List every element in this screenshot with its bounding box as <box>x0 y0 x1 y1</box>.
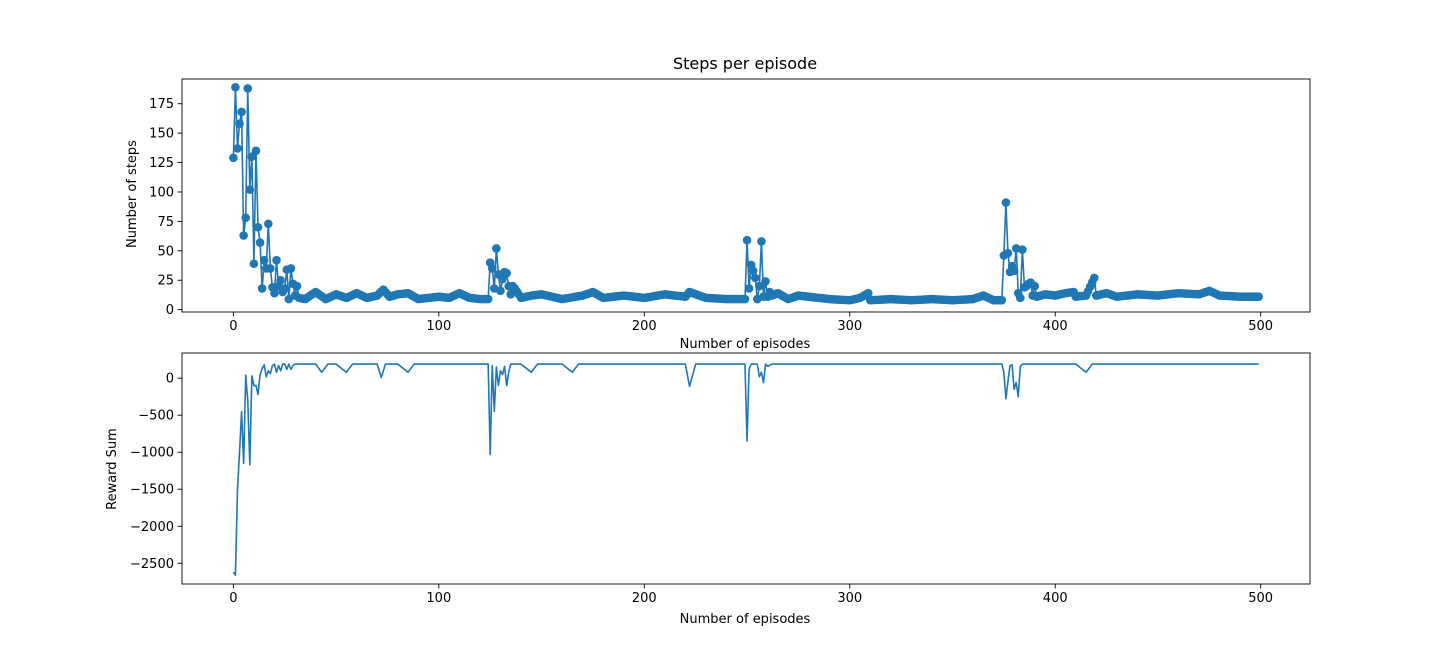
steps-point <box>251 146 261 156</box>
reward-y-tick-label: −2500 <box>130 557 174 572</box>
steps-point <box>496 286 505 296</box>
steps-point <box>270 288 279 298</box>
steps-point <box>239 231 248 240</box>
steps-x-tick-label: 400 <box>1043 319 1068 334</box>
steps-point <box>1018 245 1027 254</box>
reward-y-tick-label: −1000 <box>130 446 174 461</box>
steps-chart: Steps per episode 0 100 200 300 400 500 0 25 50 7… <box>125 54 1311 352</box>
steps-x-tick-label: 300 <box>837 319 862 334</box>
steps-point <box>276 275 285 285</box>
steps-plot-area <box>229 82 1263 305</box>
reward-y-tick-label: −1500 <box>130 483 174 498</box>
steps-point <box>245 185 255 194</box>
steps-axes-frame <box>181 78 1311 313</box>
steps-point <box>243 84 253 93</box>
steps-point <box>255 238 265 247</box>
reward-x-tick-label: 100 <box>426 591 451 606</box>
steps-y-tick-label: 75 <box>157 215 174 230</box>
steps-point <box>744 284 754 293</box>
reward-plot-area <box>232 363 1259 576</box>
steps-y-tick-label: 175 <box>149 97 174 112</box>
steps-point <box>266 264 275 273</box>
steps-point <box>259 255 269 265</box>
steps-point <box>1254 292 1263 302</box>
steps-point <box>742 235 752 245</box>
steps-point <box>740 294 750 304</box>
steps-point <box>755 281 764 291</box>
steps-point <box>237 107 246 117</box>
steps-point <box>235 119 244 129</box>
steps-x-tick-label: 100 <box>426 319 451 334</box>
steps-point <box>257 284 267 293</box>
steps-point <box>492 244 501 253</box>
steps-point <box>229 153 238 163</box>
steps-point <box>272 255 281 265</box>
steps-x-axis-label: Number of episodes <box>680 337 811 352</box>
steps-y-axis-label: Number of steps <box>125 140 140 248</box>
steps-y-tick-label: 50 <box>157 244 174 259</box>
steps-point <box>1009 266 1019 276</box>
reward-y-tick-label: −2000 <box>130 520 174 535</box>
steps-point <box>249 259 259 269</box>
steps-point <box>502 268 511 278</box>
reward-x-tick-label: 200 <box>632 591 657 606</box>
steps-point <box>748 266 758 276</box>
steps-y-tick-label: 0 <box>166 303 174 318</box>
reward-y-tick-label: 0 <box>166 372 174 387</box>
reward-x-axis-label: Number of episodes <box>680 612 811 627</box>
steps-x-tick-label: 500 <box>1248 319 1273 334</box>
reward-y-tick-label: −500 <box>138 409 174 424</box>
steps-point <box>233 144 242 153</box>
steps-point <box>264 219 273 229</box>
steps-point <box>286 264 296 273</box>
steps-y-tick-label: 100 <box>149 185 174 200</box>
steps-point <box>487 264 497 273</box>
reward-axes-frame <box>181 352 1311 585</box>
steps-point <box>483 294 493 304</box>
steps-point <box>761 277 770 286</box>
steps-point <box>750 273 760 283</box>
reward-x-tick-label: 300 <box>837 591 862 606</box>
reward-x-tick-label: 500 <box>1248 591 1273 606</box>
steps-point <box>997 295 1007 305</box>
steps-y-tick-label: 125 <box>149 156 174 171</box>
steps-point <box>1003 248 1013 258</box>
steps-y-tick-label: 25 <box>157 274 174 289</box>
reward-x-tick-label: 400 <box>1043 591 1068 606</box>
steps-point <box>1016 293 1025 303</box>
reward-series-line <box>232 363 1259 576</box>
reward-y-axis-label: Reward Sum <box>105 428 120 510</box>
steps-point <box>757 237 766 246</box>
steps-point <box>231 82 240 92</box>
reward-chart: 0 100 200 300 400 500 0 −500 −1000 −1500 −2000 −250… <box>105 352 1311 627</box>
steps-point <box>292 281 302 291</box>
steps-chart-title: Steps per episode <box>673 54 817 73</box>
steps-point <box>1089 273 1099 283</box>
steps-point <box>1030 281 1039 291</box>
steps-point <box>241 213 250 223</box>
steps-x-tick-label: 200 <box>632 319 657 334</box>
steps-point <box>1001 198 1011 207</box>
steps-point <box>863 288 873 298</box>
steps-axes: 0 100 200 300 400 500 0 25 50 75 100 125 150 175 <box>149 78 1311 334</box>
reward-axes: 0 100 200 300 400 500 0 −500 −1000 −1500 −2000 −250… <box>130 352 1311 606</box>
reward-x-tick-label: 0 <box>229 591 237 606</box>
steps-point <box>280 284 290 293</box>
steps-x-tick-label: 0 <box>229 319 237 334</box>
steps-y-tick-label: 150 <box>149 127 174 142</box>
steps-point <box>253 222 263 232</box>
